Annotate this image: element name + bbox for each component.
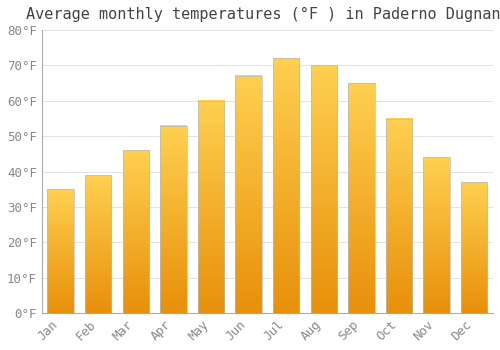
- Bar: [348, 83, 374, 313]
- Bar: [386, 119, 412, 313]
- Bar: [461, 182, 487, 313]
- Bar: [236, 76, 262, 313]
- Bar: [310, 65, 337, 313]
- Bar: [122, 150, 149, 313]
- Bar: [160, 126, 186, 313]
- Bar: [424, 158, 450, 313]
- Title: Average monthly temperatures (°F ) in Paderno Dugnano: Average monthly temperatures (°F ) in Pa…: [26, 7, 500, 22]
- Bar: [48, 189, 74, 313]
- Bar: [273, 58, 299, 313]
- Bar: [198, 101, 224, 313]
- Bar: [85, 175, 112, 313]
